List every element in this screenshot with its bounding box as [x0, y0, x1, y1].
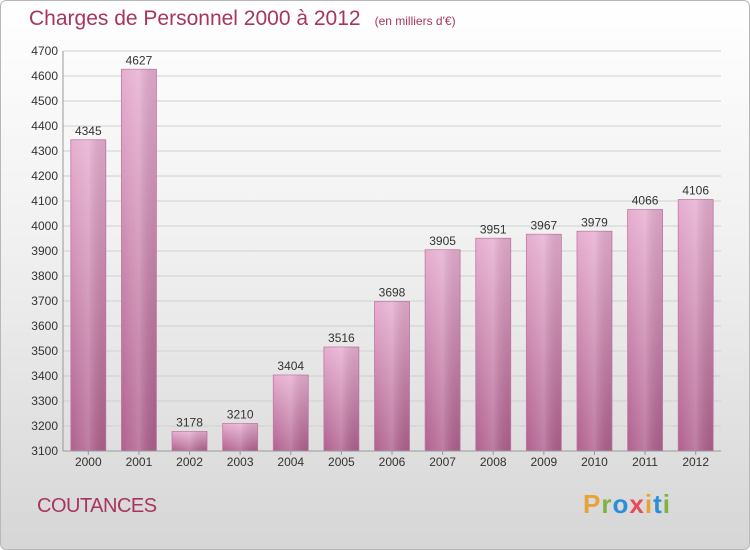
x-tick-label: 2001 — [126, 455, 153, 469]
bar-value-label: 3516 — [328, 331, 355, 345]
bar-value-label: 3210 — [227, 408, 254, 422]
y-tick-label: 3500 — [31, 344, 58, 358]
y-tick-label: 4400 — [31, 119, 58, 133]
bar-shading — [627, 209, 663, 451]
bar-shading — [222, 423, 258, 451]
bar-shading — [323, 347, 359, 451]
y-tick-label: 3700 — [31, 294, 58, 308]
bar-shading — [70, 139, 106, 451]
y-tick-label: 3200 — [31, 419, 58, 433]
bar-value-label: 3178 — [176, 416, 203, 430]
bar-value-label: 3951 — [480, 222, 507, 236]
chart-title: Charges de Personnel 2000 à 2012 (en mill… — [29, 7, 456, 31]
x-tick-label: 2012 — [682, 455, 709, 469]
x-tick-label: 2003 — [227, 455, 254, 469]
logo-letter: o — [612, 489, 630, 519]
bar-shading — [172, 431, 208, 451]
x-tick-label: 2011 — [632, 455, 658, 469]
axes — [62, 51, 721, 455]
x-tick-label: 2004 — [277, 455, 304, 469]
bar-value-label: 3979 — [581, 215, 608, 229]
y-tick-label: 4300 — [31, 144, 58, 158]
y-tick-label: 4000 — [31, 219, 58, 233]
bar-shading — [475, 238, 511, 451]
logo-letter: x — [629, 489, 645, 519]
y-tick-label: 4700 — [31, 44, 58, 58]
y-tick-label: 3900 — [31, 244, 58, 258]
x-tick-label: 2006 — [379, 455, 406, 469]
x-tick-label: 2005 — [328, 455, 355, 469]
bar-shading — [678, 199, 714, 451]
x-tick-label: 2010 — [581, 455, 608, 469]
y-tick-label: 4500 — [31, 94, 58, 108]
chart-title-text: Charges de Personnel 2000 à 2012 — [29, 7, 361, 30]
logo-letter: t — [653, 489, 663, 519]
x-tick-label: 2008 — [480, 455, 507, 469]
y-tick-label: 4100 — [31, 194, 58, 208]
bar-shading — [121, 69, 157, 451]
bars — [70, 68, 714, 452]
bar-value-label: 4627 — [126, 53, 153, 67]
bar-shading — [273, 375, 309, 451]
y-tick-label: 3600 — [31, 319, 58, 333]
y-tick-label: 3800 — [31, 269, 58, 283]
x-tick-label: 2009 — [530, 455, 557, 469]
bar-value-label: 4345 — [75, 124, 102, 138]
x-tick-label: 2002 — [176, 455, 203, 469]
chart-subtitle: (en milliers d'€) — [374, 14, 456, 28]
bar-value-label: 4066 — [632, 194, 659, 208]
x-tick-label: 2000 — [75, 455, 102, 469]
labels: 3100 3200 3300 3400 3500 3600 3700 3800 3900 4000… — [31, 44, 709, 469]
bar-value-label: 3404 — [277, 359, 304, 373]
y-tick-label: 3300 — [31, 394, 58, 408]
logo-letter: i — [644, 489, 654, 519]
y-tick-label: 4200 — [31, 169, 58, 183]
location-label: COUTANCES — [37, 495, 157, 517]
bar-shading — [425, 249, 461, 451]
bar-value-label: 3905 — [429, 234, 456, 248]
bar-shading — [526, 234, 562, 451]
bar-value-label: 3967 — [530, 218, 557, 232]
bar-shading — [374, 301, 410, 451]
logo-letter: r — [601, 489, 613, 519]
bar-value-label: 4106 — [682, 184, 709, 198]
proxiti-logo: Proxiti — [583, 489, 671, 520]
logo-letter: i — [662, 489, 671, 519]
y-tick-label: 3400 — [31, 369, 58, 383]
y-tick-label: 3100 — [31, 444, 58, 458]
y-tick-label: 4600 — [31, 69, 58, 83]
bar-value-label: 3698 — [379, 286, 406, 300]
x-tick-label: 2007 — [429, 455, 456, 469]
logo-letter: P — [583, 489, 602, 519]
bar-shading — [576, 231, 612, 451]
